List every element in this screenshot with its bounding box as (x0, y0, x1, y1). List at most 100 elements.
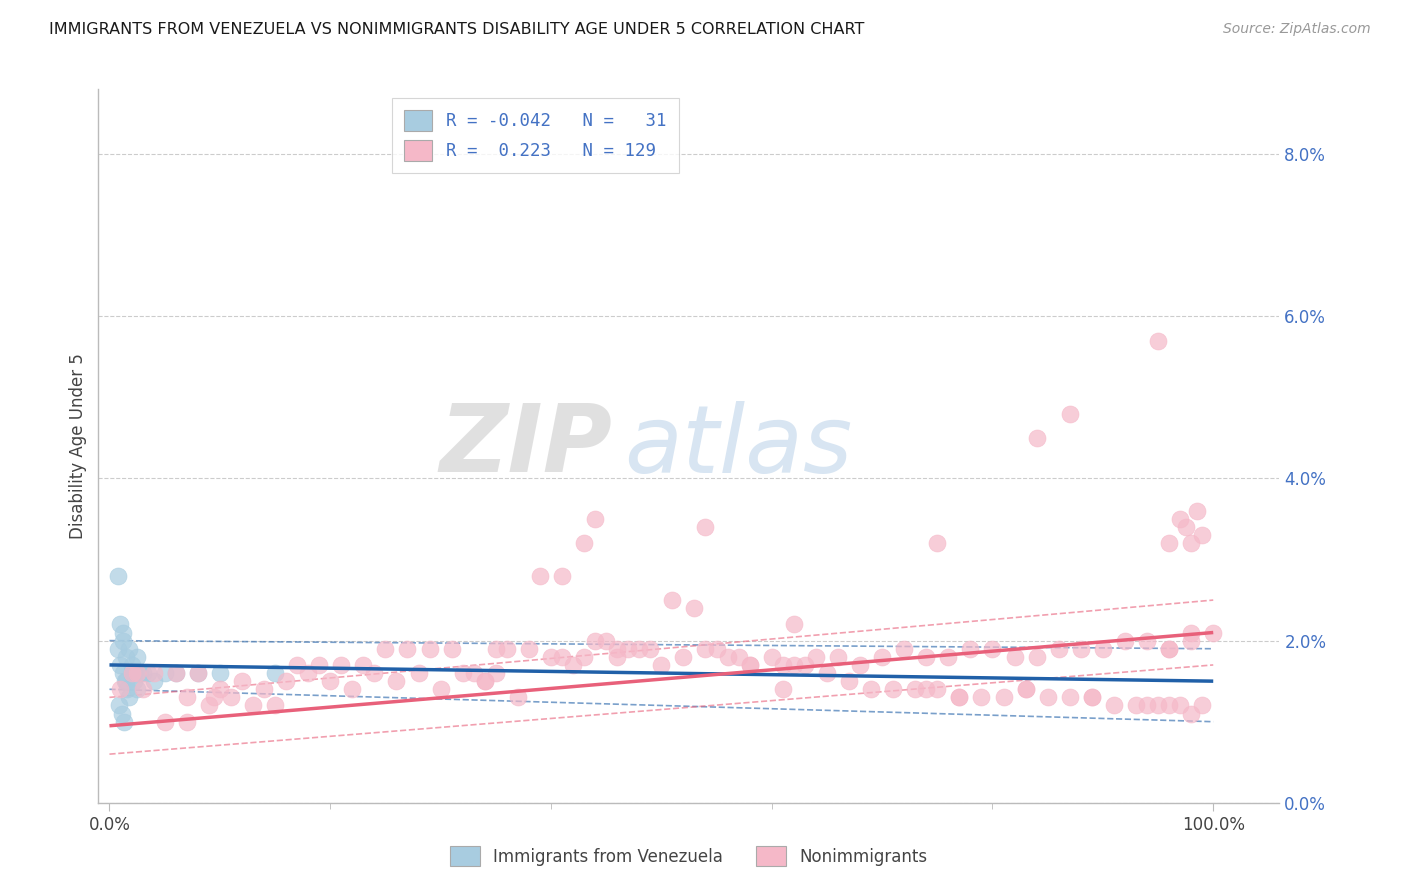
Point (915, 682, 938, 697)
Point (1081, 690, 1104, 705)
Point (118, 641, 141, 656)
Point (927, 536, 949, 550)
Point (136, 666, 159, 681)
Point (131, 682, 153, 697)
Point (131, 666, 153, 681)
Point (396, 641, 419, 656)
Point (1025, 431, 1047, 445)
Point (695, 520, 717, 534)
Point (506, 690, 529, 705)
Point (308, 657, 330, 672)
Point (342, 682, 364, 697)
Point (1168, 698, 1191, 713)
Point (419, 641, 441, 656)
Point (219, 690, 242, 705)
Point (474, 674, 496, 689)
Point (110, 657, 132, 672)
Point (111, 633, 134, 648)
Point (176, 714, 198, 729)
Point (915, 649, 938, 664)
Point (849, 657, 872, 672)
Point (683, 601, 706, 615)
Point (115, 682, 138, 697)
Point (815, 666, 838, 681)
Point (285, 657, 308, 672)
Point (583, 512, 606, 526)
Point (165, 666, 187, 681)
Point (927, 682, 949, 697)
Text: Source: ZipAtlas.com: Source: ZipAtlas.com (1223, 22, 1371, 37)
Point (628, 641, 651, 656)
Point (1114, 633, 1136, 648)
Point (110, 682, 132, 697)
Point (936, 649, 959, 664)
Point (118, 690, 141, 705)
Point (107, 568, 129, 582)
Point (738, 657, 761, 672)
Point (1059, 407, 1081, 421)
Point (1014, 682, 1036, 697)
Point (783, 617, 806, 632)
Point (772, 682, 794, 697)
Text: ZIP: ZIP (439, 400, 612, 492)
Point (772, 657, 794, 672)
Point (1157, 641, 1180, 656)
Point (1147, 334, 1170, 348)
Point (727, 649, 749, 664)
Point (352, 657, 374, 672)
Point (374, 641, 396, 656)
Y-axis label: Disability Age Under 5: Disability Age Under 5 (69, 353, 87, 539)
Point (904, 682, 927, 697)
Point (540, 649, 562, 664)
Point (948, 690, 970, 705)
Point (595, 633, 617, 648)
Point (1136, 633, 1159, 648)
Point (1136, 698, 1159, 713)
Point (1180, 706, 1202, 721)
Point (264, 666, 287, 681)
Point (1047, 641, 1070, 656)
Point (408, 666, 430, 681)
Point (1025, 649, 1047, 664)
Point (1191, 698, 1213, 713)
Point (804, 649, 827, 664)
Point (551, 568, 574, 582)
Point (706, 641, 728, 656)
Point (1157, 536, 1180, 550)
Point (125, 682, 148, 697)
Point (264, 698, 287, 713)
Point (485, 666, 508, 681)
Point (121, 657, 143, 672)
Point (231, 674, 253, 689)
Point (115, 674, 138, 689)
Point (583, 633, 606, 648)
Point (716, 649, 738, 664)
Point (1191, 528, 1213, 542)
Point (1157, 698, 1180, 713)
Point (959, 641, 981, 656)
Point (142, 674, 165, 689)
Point (783, 657, 806, 672)
Point (1202, 625, 1225, 640)
Point (738, 657, 761, 672)
Point (970, 690, 993, 705)
Point (463, 666, 485, 681)
Point (529, 568, 551, 582)
Point (297, 666, 319, 681)
Point (187, 666, 209, 681)
Point (242, 698, 264, 713)
Point (562, 657, 585, 672)
Point (1125, 698, 1147, 713)
Point (474, 674, 496, 689)
Point (1157, 641, 1180, 656)
Point (1102, 698, 1125, 713)
Point (253, 682, 276, 697)
Point (617, 641, 640, 656)
Point (1185, 504, 1208, 518)
Point (122, 674, 145, 689)
Text: IMMIGRANTS FROM VENEZUELA VS NONIMMIGRANTS DISABILITY AGE UNDER 5 CORRELATION CH: IMMIGRANTS FROM VENEZUELA VS NONIMMIGRAN… (49, 22, 865, 37)
Point (176, 690, 198, 705)
Point (111, 666, 134, 681)
Point (125, 666, 148, 681)
Point (860, 682, 883, 697)
